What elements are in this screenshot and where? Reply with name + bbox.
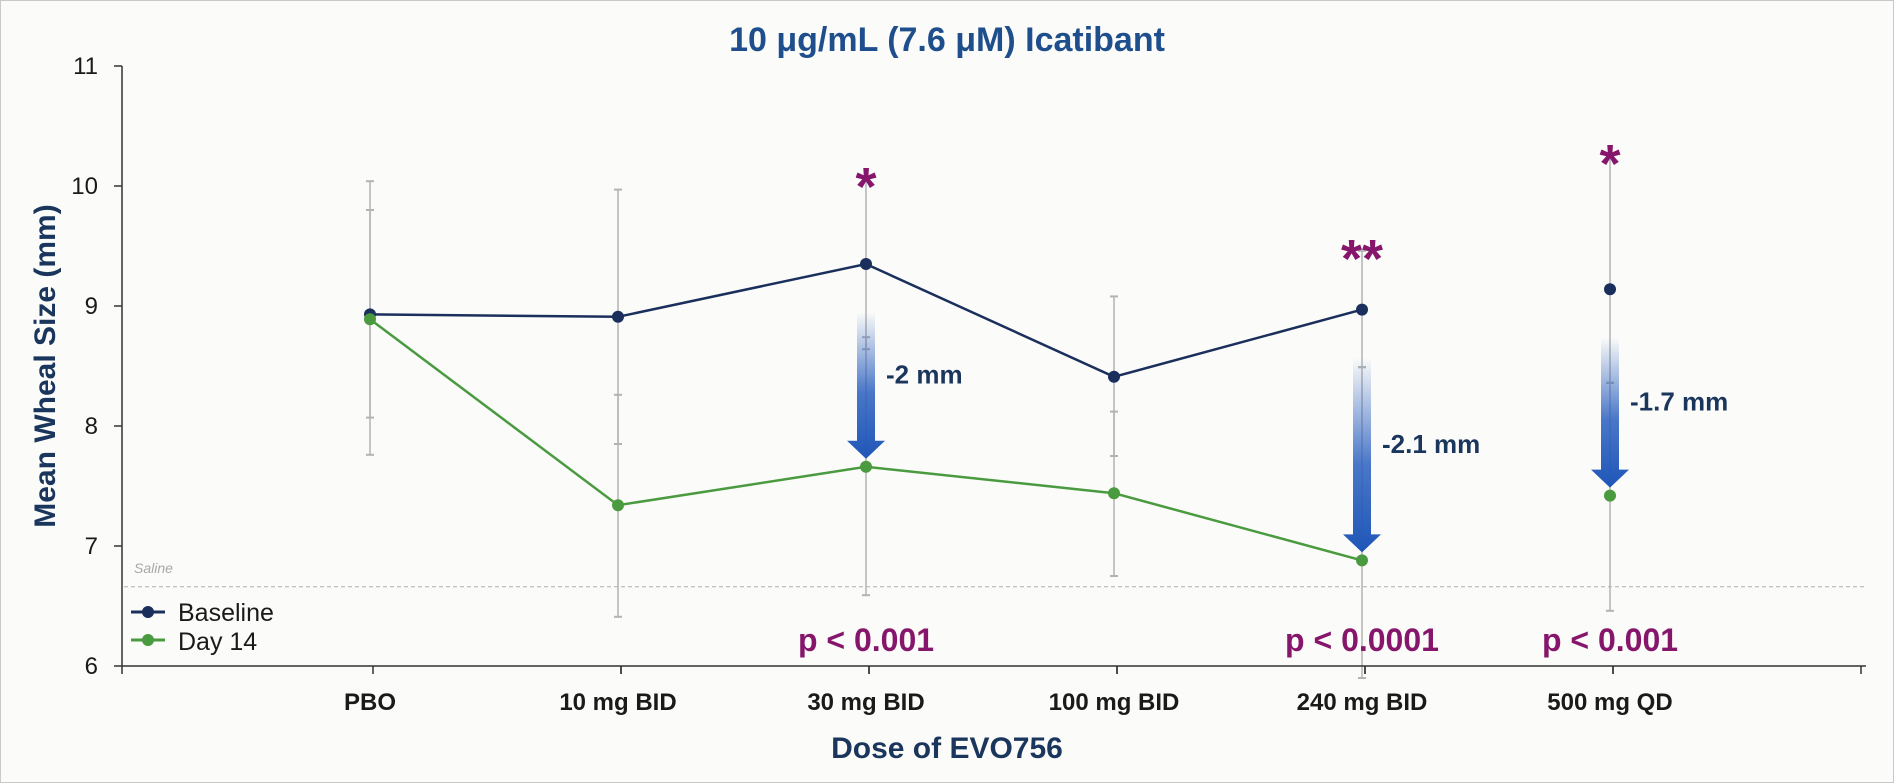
data-point-baseline — [1604, 283, 1616, 296]
legend-marker-baseline — [142, 606, 154, 618]
legend-label-baseline: Baseline — [178, 599, 274, 627]
x-category-label: 500 mg QD — [1547, 689, 1672, 716]
change-arrow — [847, 312, 885, 459]
change-arrow — [1591, 337, 1629, 488]
x-category-label: 100 mg BID — [1049, 689, 1180, 716]
data-point-day14 — [612, 499, 624, 512]
y-axis-ticks: 6 7 8 9 10 11 — [71, 53, 122, 680]
y-tick-label: 7 — [85, 533, 98, 560]
x-category-label: 30 mg BID — [807, 689, 924, 716]
x-category-label: 240 mg BID — [1297, 689, 1428, 716]
y-axis-title: Mean Wheal Size (mm) — [29, 204, 62, 527]
series-points — [364, 258, 1616, 567]
data-point-day14 — [1356, 554, 1368, 567]
change-label: -2.1 mm — [1382, 429, 1480, 459]
y-tick-label: 10 — [71, 173, 98, 200]
x-axis-categories: PBO 10 mg BID 30 mg BID 100 mg BID 240 mg BI… — [121, 666, 1862, 716]
legend-marker-day14 — [142, 634, 154, 646]
data-point-baseline — [612, 310, 624, 323]
saline-reference: Saline — [124, 560, 1866, 588]
data-point-day14 — [1108, 487, 1120, 500]
y-tick-label: 6 — [85, 653, 98, 680]
legend-entry-baseline: Baseline — [131, 599, 274, 627]
significance-star: ** — [1341, 229, 1383, 289]
data-point-baseline — [860, 258, 872, 270]
data-point-day14 — [860, 460, 872, 473]
x-category-label: PBO — [344, 689, 396, 716]
data-point-day14 — [1604, 489, 1616, 502]
x-axis-title: Dose of EVO756 — [831, 732, 1063, 765]
axes — [121, 66, 1866, 667]
legend-label-day14: Day 14 — [178, 628, 257, 656]
chart-title: 10 μg/mL (7.6 μM) Icatibant — [729, 21, 1165, 59]
data-point-baseline — [1356, 303, 1368, 316]
significance-star: * — [855, 157, 876, 217]
significance-star: * — [1599, 134, 1620, 194]
legend: Baseline Day 14 — [131, 599, 274, 656]
significance-annotations: * p < 0.001 ** p < 0.0001 * p < 0.001 — [798, 134, 1678, 658]
error-bars — [366, 155, 1614, 679]
legend-entry-day14: Day 14 — [131, 628, 257, 656]
change-arrows: -2 mm -2.1 mm -1.7 mm — [847, 312, 1728, 553]
data-point-baseline — [1108, 370, 1120, 383]
data-point-day14 — [364, 313, 376, 326]
change-label: -2 mm — [886, 359, 963, 389]
saline-label: Saline — [134, 560, 173, 576]
change-arrow — [1343, 357, 1381, 553]
p-value-label: p < 0.0001 — [1285, 622, 1439, 658]
y-tick-label: 11 — [73, 53, 98, 80]
p-value-label: p < 0.001 — [798, 622, 934, 658]
x-category-label: 10 mg BID — [559, 689, 676, 716]
y-tick-label: 8 — [85, 413, 98, 440]
p-value-label: p < 0.001 — [1542, 622, 1678, 658]
change-label: -1.7 mm — [1630, 386, 1728, 416]
y-tick-label: 9 — [85, 293, 98, 320]
